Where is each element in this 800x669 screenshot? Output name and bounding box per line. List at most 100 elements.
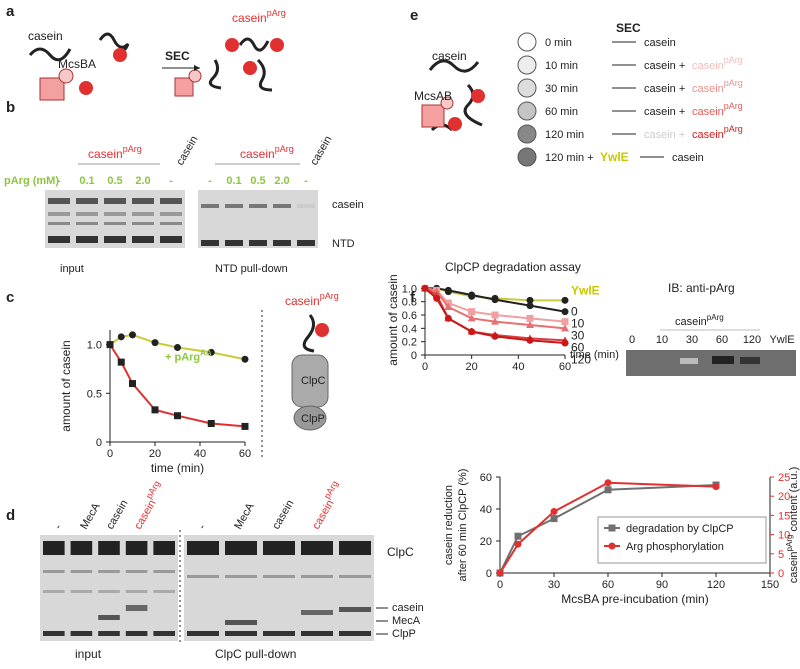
casein-strand <box>208 59 222 90</box>
label-main: casein <box>88 147 123 161</box>
label: McsAB <box>414 89 452 103</box>
panel-letter: d <box>6 507 15 524</box>
band-label: MecA <box>392 615 421 627</box>
time: 60 min <box>545 106 578 118</box>
result: casein + <box>644 106 685 118</box>
x-tick-label: 20 <box>149 448 161 460</box>
label-main: casein <box>675 316 707 328</box>
casein-strand <box>302 314 315 353</box>
y-tick-label: 15 <box>778 510 790 522</box>
band-label: ClpC <box>387 545 414 559</box>
gel-band <box>297 204 315 208</box>
gel-band <box>339 607 371 612</box>
gel-band <box>43 541 65 555</box>
x-tick-label: 20 <box>466 361 478 373</box>
label: caseinpArg <box>692 101 743 118</box>
band <box>740 357 760 364</box>
enzyme <box>39 77 65 101</box>
y-tick-label: 10 <box>778 530 790 542</box>
chart-title: ClpCP degradation assay <box>445 260 581 274</box>
x-tick-label: 0 <box>422 361 428 373</box>
gel-band <box>225 204 243 208</box>
lane-label: 0.5 <box>250 175 265 187</box>
point <box>207 348 215 356</box>
gel-band <box>301 610 333 615</box>
legend-label: Arg phosphorylation <box>626 541 724 553</box>
label: SEC <box>165 49 190 63</box>
label-sup: pArg <box>320 291 339 301</box>
blot-lane: 10 <box>656 334 668 346</box>
label: McsBA <box>58 57 96 71</box>
series-label: 120 <box>571 353 591 367</box>
point <box>491 311 499 319</box>
point <box>241 355 249 363</box>
gel-band <box>132 212 154 216</box>
point <box>604 486 612 494</box>
y-axis-label: amount of casein <box>386 274 400 365</box>
y-tick-label: 0.4 <box>402 323 417 335</box>
param-label: pArg (mM) <box>4 175 59 187</box>
point <box>526 296 534 304</box>
x-tick-label: 30 <box>548 579 560 591</box>
gel-band <box>98 615 120 620</box>
series-label: 10 <box>571 317 585 331</box>
y-tick-label: 25 <box>778 472 790 484</box>
result: casein + <box>644 60 685 72</box>
label: caseinpArg <box>232 8 286 25</box>
gel-band <box>43 590 65 593</box>
band-label: ClpP <box>392 628 416 640</box>
result: casein + <box>644 129 685 141</box>
blot-lane: 30 <box>686 334 698 346</box>
point <box>526 321 534 328</box>
gel-band <box>301 575 333 578</box>
gel-band <box>301 631 333 636</box>
time: 30 min <box>545 83 578 95</box>
gel-band <box>160 198 182 204</box>
x-tick-label: 60 <box>559 361 571 373</box>
label-sup: pArg <box>123 144 142 154</box>
gel-band <box>201 240 219 246</box>
label-main: casein <box>692 60 724 72</box>
time: 120 min <box>545 129 584 141</box>
label-sup: pArg <box>785 535 794 552</box>
series-label: + pArgAA <box>165 349 212 364</box>
gel-band <box>187 575 219 578</box>
phospho <box>243 61 257 75</box>
y-tick-label: 20 <box>480 536 492 548</box>
enzyme-domain <box>188 69 202 83</box>
y-tick-label: 0.6 <box>402 310 417 322</box>
point <box>106 341 114 349</box>
gel-band <box>160 236 182 243</box>
phospho <box>315 323 329 337</box>
panel-letter: f <box>410 289 416 306</box>
gel-band <box>225 620 257 625</box>
gel-band <box>263 541 295 555</box>
label-main: casein <box>232 11 267 25</box>
label-sup: pArg <box>724 124 743 134</box>
point <box>151 406 159 414</box>
label: caseinpArg <box>306 479 346 532</box>
gel-band <box>76 222 98 225</box>
x-axis-label: time (min) <box>151 461 204 475</box>
point <box>117 358 125 366</box>
point <box>561 318 569 326</box>
band <box>680 358 698 364</box>
point <box>129 380 136 388</box>
lane-label: - <box>208 175 212 187</box>
gel-band <box>98 570 120 573</box>
point <box>561 308 569 316</box>
y-tick-label: 1.0 <box>87 340 102 352</box>
gel-band <box>125 605 148 611</box>
point <box>444 286 452 294</box>
point <box>608 524 616 532</box>
gel-band <box>273 240 291 246</box>
point <box>514 540 522 548</box>
gel-band <box>76 236 98 243</box>
point <box>526 336 534 344</box>
gel-band <box>132 236 154 243</box>
y-tick-label: 0.2 <box>402 337 417 349</box>
gel-band <box>153 590 175 593</box>
lane-label: - <box>169 175 173 187</box>
gel-band <box>125 590 148 593</box>
series-label: 60 <box>571 341 585 355</box>
